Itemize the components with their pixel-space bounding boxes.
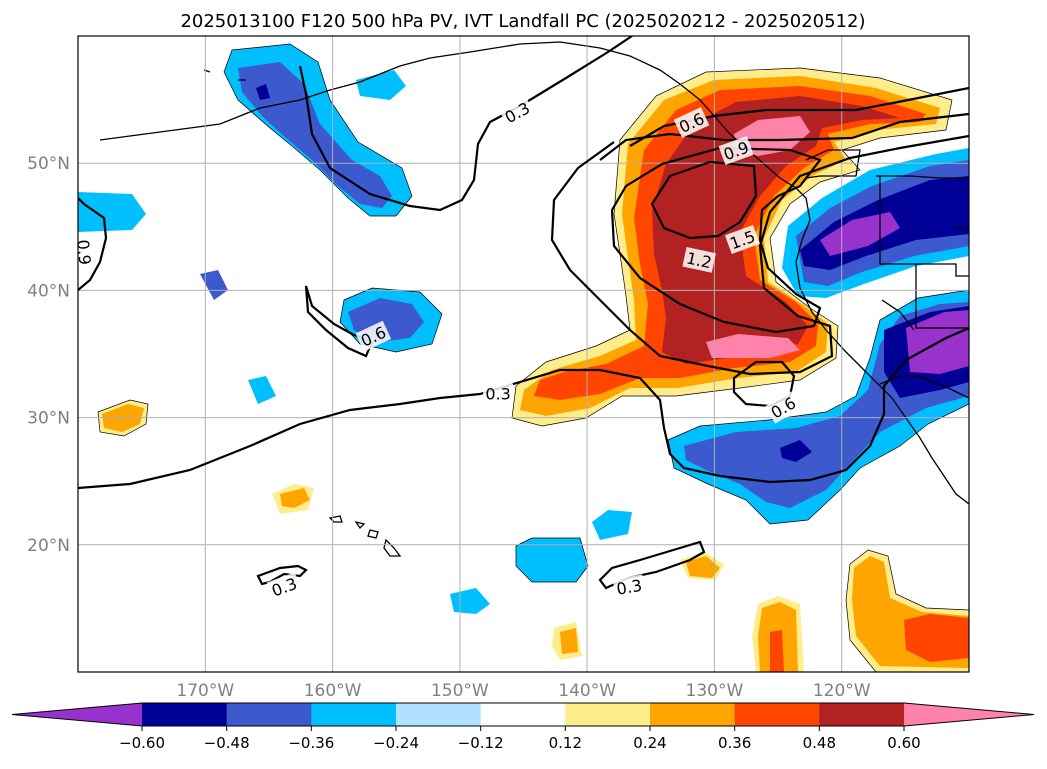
negative-anomaly-pacific-northwest bbox=[782, 148, 969, 298]
colorbar-tick-label: 0.60 bbox=[887, 734, 920, 752]
negative-anomaly-west-edge bbox=[78, 192, 146, 232]
contour-label-bg bbox=[682, 246, 716, 273]
lat-tick-label: 30°N bbox=[27, 409, 70, 429]
colorbar-tick-label: −0.12 bbox=[458, 734, 504, 752]
colorbar-tick-label: −0.24 bbox=[373, 734, 419, 752]
lon-tick-label: 130°W bbox=[686, 681, 744, 701]
contour-label-bg bbox=[355, 320, 392, 352]
colorbar-segment bbox=[565, 703, 651, 726]
contour-label-bg bbox=[765, 391, 802, 424]
negative-anomaly-alaska-coast bbox=[356, 70, 406, 100]
gridlines bbox=[78, 36, 969, 672]
coastlines bbox=[99, 41, 969, 557]
lon-tick-label: 140°W bbox=[558, 681, 616, 701]
contour-label: 0.3 bbox=[483, 383, 514, 404]
negative-blob bbox=[200, 270, 228, 300]
negative-blob bbox=[516, 538, 588, 582]
lat-tick-label: 50°N bbox=[27, 154, 70, 174]
positive-blob bbox=[770, 630, 784, 672]
contour-label-text: 0.9 bbox=[73, 239, 94, 266]
lat-tick-label: 40°N bbox=[27, 281, 70, 301]
colorbar-segment bbox=[226, 703, 312, 726]
colorbar-tick-label: −0.36 bbox=[288, 734, 334, 752]
contour-label: 0.9 bbox=[718, 135, 754, 166]
positive-blob bbox=[280, 488, 310, 508]
positive-blob bbox=[686, 556, 720, 578]
contour-label-text: 0.3 bbox=[615, 576, 643, 599]
positive-anomaly-southeast bbox=[846, 550, 969, 672]
colorbar-tick-label: −0.60 bbox=[119, 734, 165, 752]
colorbar: −0.60 −0.48 −0.36 −0.24 −0.12 0.12 0.24 0.36 0.4… bbox=[11, 702, 1035, 752]
contour-label: 0.3 bbox=[612, 574, 646, 600]
colorbar-tick-label: 0.36 bbox=[718, 734, 751, 752]
contour-label: 1.2 bbox=[682, 246, 716, 273]
negative-anomaly-aleutian bbox=[224, 44, 412, 216]
colorbar-segment bbox=[311, 703, 397, 726]
colorbar-tick-label: 0.24 bbox=[633, 734, 666, 752]
colorbar-segment bbox=[734, 703, 820, 726]
negative-blob bbox=[592, 510, 632, 540]
colorbar-tick-label: 0.48 bbox=[803, 734, 836, 752]
contour-label-bg bbox=[673, 107, 710, 138]
contour-label: 0.3 bbox=[266, 572, 302, 602]
contour-label-bg bbox=[724, 224, 760, 255]
contour-label-bg bbox=[266, 572, 302, 602]
contour-label-bg bbox=[612, 574, 646, 600]
contour-label-bg bbox=[718, 135, 754, 166]
lon-tick-label: 120°W bbox=[813, 681, 871, 701]
contour-label-text: 0.3 bbox=[485, 384, 510, 403]
contour-label-bg bbox=[78, 236, 96, 269]
latitude-labels: 20°N 30°N 40°N 50°N bbox=[27, 154, 70, 556]
map-area: 0.3 0.60.91.21.50.90.60.3 0.60.3 0.3 bbox=[73, 36, 969, 672]
contour-labels: 0.3 0.60.91.21.50.90.60.3 0.60.3 0.3 bbox=[73, 96, 802, 602]
contour-label-bg bbox=[483, 383, 514, 404]
colorbar-extend-high bbox=[904, 703, 1034, 726]
lon-tick-label: 170°W bbox=[176, 681, 234, 701]
pv-contours bbox=[78, 36, 969, 590]
longitude-labels: 170°W 160°W 150°W 140°W 130°W 120°W bbox=[176, 681, 870, 701]
contour-label: 0.9 bbox=[73, 236, 96, 269]
colorbar-segment bbox=[650, 703, 736, 726]
colorbar-segment bbox=[396, 703, 482, 726]
chart-title: 2025013100 F120 500 hPa PV, IVT Landfall… bbox=[180, 11, 865, 32]
positive-blob bbox=[560, 628, 578, 654]
lon-tick-label: 150°W bbox=[431, 681, 489, 701]
negative-blob bbox=[248, 376, 276, 404]
colorbar-segment bbox=[819, 703, 905, 726]
colorbar-tick-label: 0.12 bbox=[549, 734, 582, 752]
lat-tick-label: 20°N bbox=[27, 536, 70, 556]
colorbar-segment bbox=[480, 703, 566, 726]
contour-label-text: 1.2 bbox=[685, 248, 714, 272]
colorbar-extend-low bbox=[12, 703, 142, 726]
colorbar-segment bbox=[142, 703, 228, 726]
contour-label-bg bbox=[499, 96, 536, 129]
map-frame bbox=[77, 35, 970, 673]
colorbar-tick-label: −0.48 bbox=[204, 734, 250, 752]
lon-tick-label: 160°W bbox=[304, 681, 362, 701]
